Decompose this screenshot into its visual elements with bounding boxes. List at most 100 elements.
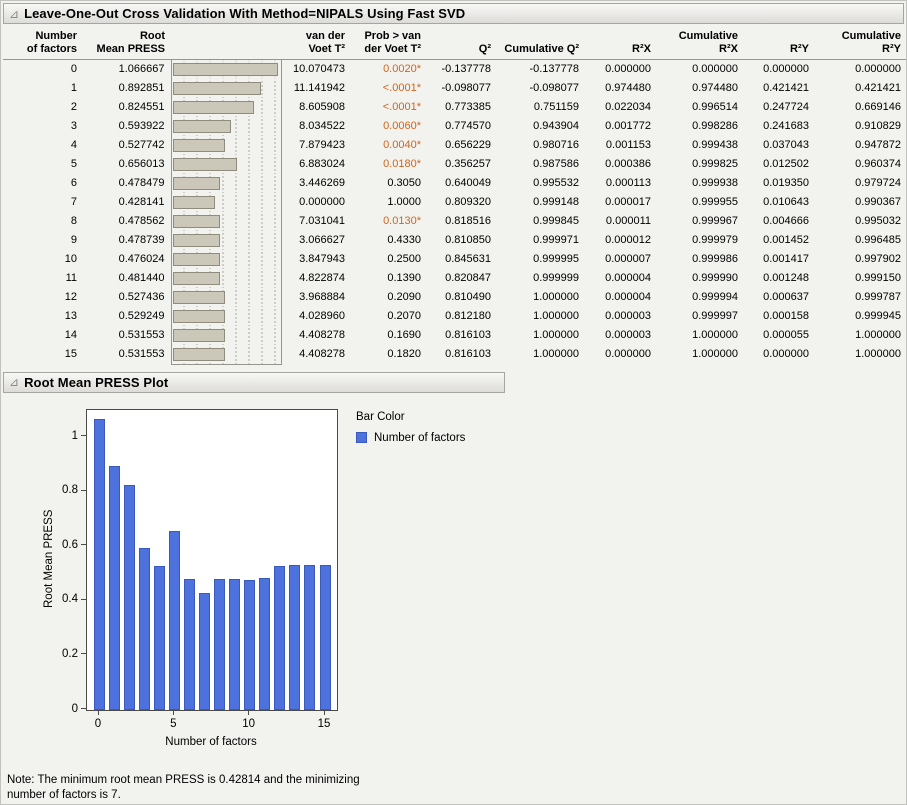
- press-bar[interactable]: [320, 565, 331, 710]
- press-bar[interactable]: [274, 566, 285, 710]
- rmpress-bar-cell: [171, 155, 281, 174]
- r2y-value: 0.000000: [744, 60, 815, 80]
- outline-header-cross-validation[interactable]: ⊿ Leave-One-Out Cross Validation With Me…: [3, 3, 904, 24]
- table-row[interactable]: 140.5315534.4082780.16900.8161031.000000…: [3, 326, 907, 345]
- voet-value: 4.408278: [281, 326, 351, 345]
- table-row[interactable]: 40.5277427.8794230.0040*0.6562290.980716…: [3, 136, 907, 155]
- table-row[interactable]: 30.5939228.0345220.0060*0.7745700.943904…: [3, 117, 907, 136]
- table-row[interactable]: 90.4787393.0666270.43300.8108500.9999710…: [3, 231, 907, 250]
- rmpress-value: 0.478739: [83, 231, 171, 250]
- table-row[interactable]: 50.6560136.8830240.0180*0.3562570.987586…: [3, 155, 907, 174]
- legend-color-swatch[interactable]: [356, 432, 367, 443]
- voet-value: 0.000000: [281, 193, 351, 212]
- r2x-value: 0.000011: [585, 212, 657, 231]
- table-row[interactable]: 80.4785627.0310410.0130*0.8185160.999845…: [3, 212, 907, 231]
- r2y-value: 0.421421: [744, 79, 815, 98]
- press-bar[interactable]: [169, 531, 180, 710]
- press-bar[interactable]: [304, 565, 315, 710]
- rmpress-bar-cell: [171, 269, 281, 288]
- prob-value: 0.1390: [351, 269, 427, 288]
- cumq2-value: 0.987586: [497, 155, 585, 174]
- table-row[interactable]: 120.5274363.9688840.20900.8104901.000000…: [3, 288, 907, 307]
- r2x-value: 0.000004: [585, 288, 657, 307]
- r2y-value: 0.000055: [744, 326, 815, 345]
- x-tick-mark: [173, 710, 174, 715]
- y-tick-mark: [81, 599, 86, 600]
- cumr2y-value: 0.910829: [815, 117, 907, 136]
- factors-value: 11: [3, 269, 83, 288]
- cumq2-value: 1.000000: [497, 345, 585, 364]
- y-tick-label: 0.2: [38, 647, 78, 661]
- cumr2y-value: 0.999787: [815, 288, 907, 307]
- press-bar[interactable]: [244, 580, 255, 710]
- col-header-cumr2x: Cumulative R²X: [657, 26, 744, 60]
- prob-value: 0.1690: [351, 326, 427, 345]
- press-plot-region: Root Mean PRESS Number of factors Bar Co…: [1, 393, 906, 765]
- press-bar[interactable]: [229, 579, 240, 710]
- table-row[interactable]: 70.4281410.0000001.00000.8093200.9991480…: [3, 193, 907, 212]
- rmpress-bar-cell: [171, 174, 281, 193]
- table-row[interactable]: 10.89285111.141942<.0001*-0.098077-0.098…: [3, 79, 907, 98]
- rmpress-bar-cell: [171, 193, 281, 212]
- chart-plot-area: [86, 409, 338, 711]
- r2x-value: 0.022034: [585, 98, 657, 117]
- disclosure-triangle-icon[interactable]: ⊿: [9, 8, 19, 20]
- table-row[interactable]: 130.5292494.0289600.20700.8121801.000000…: [3, 307, 907, 326]
- rmpress-value: 0.656013: [83, 155, 171, 174]
- voet-value: 4.028960: [281, 307, 351, 326]
- cumr2x-value: 0.999986: [657, 250, 744, 269]
- prob-value: 0.0060*: [351, 117, 427, 136]
- prob-value: 0.0180*: [351, 155, 427, 174]
- table-row[interactable]: 100.4760243.8479430.25000.8456310.999995…: [3, 250, 907, 269]
- press-bar[interactable]: [94, 419, 105, 710]
- q2-value: 0.656229: [427, 136, 497, 155]
- cumq2-value: 0.999971: [497, 231, 585, 250]
- table-row[interactable]: 01.06666710.0704730.0020*-0.137778-0.137…: [3, 60, 907, 80]
- r2x-value: 0.000113: [585, 174, 657, 193]
- x-tick-mark: [248, 710, 249, 715]
- rmpress-value: 0.476024: [83, 250, 171, 269]
- press-bar[interactable]: [109, 466, 120, 710]
- legend-entry[interactable]: Number of factors: [356, 432, 465, 444]
- r2y-value: 0.000637: [744, 288, 815, 307]
- q2-value: 0.810850: [427, 231, 497, 250]
- r2x-value: 0.000003: [585, 326, 657, 345]
- cumr2x-value: 0.999825: [657, 155, 744, 174]
- cumr2x-value: 0.974480: [657, 79, 744, 98]
- press-bar[interactable]: [139, 548, 150, 710]
- press-bar[interactable]: [289, 565, 300, 709]
- factors-value: 7: [3, 193, 83, 212]
- press-bar[interactable]: [184, 579, 195, 710]
- table-row[interactable]: 20.8245518.605908<.0001*0.7733850.751159…: [3, 98, 907, 117]
- prob-value: 0.3050: [351, 174, 427, 193]
- press-bar[interactable]: [259, 578, 270, 709]
- r2x-value: 0.000004: [585, 269, 657, 288]
- cumr2x-value: 0.999994: [657, 288, 744, 307]
- table-row[interactable]: 150.5315534.4082780.18200.8161031.000000…: [3, 345, 907, 364]
- cumq2-value: 0.999148: [497, 193, 585, 212]
- r2y-value: 0.001248: [744, 269, 815, 288]
- disclosure-triangle-icon[interactable]: ⊿: [9, 376, 19, 388]
- r2y-value: 0.000158: [744, 307, 815, 326]
- press-bar[interactable]: [214, 579, 225, 710]
- cumr2x-value: 0.999438: [657, 136, 744, 155]
- press-bar[interactable]: [199, 593, 210, 710]
- col-header-cumq2: Cumulative Q²: [497, 26, 585, 60]
- q2-value: 0.773385: [427, 98, 497, 117]
- press-bar[interactable]: [154, 566, 165, 710]
- cumr2y-value: 1.000000: [815, 345, 907, 364]
- rmpress-value: 0.527742: [83, 136, 171, 155]
- cumr2x-value: 0.996514: [657, 98, 744, 117]
- rmpress-value: 0.531553: [83, 326, 171, 345]
- cumr2x-value: 0.999938: [657, 174, 744, 193]
- voet-value: 7.031041: [281, 212, 351, 231]
- factors-value: 12: [3, 288, 83, 307]
- rmpress-bar-glyph: [173, 253, 220, 266]
- table-row[interactable]: 60.4784793.4462690.30500.6400490.9955320…: [3, 174, 907, 193]
- rmpress-value: 0.478562: [83, 212, 171, 231]
- outline-header-press-plot[interactable]: ⊿ Root Mean PRESS Plot: [3, 372, 505, 393]
- table-row[interactable]: 110.4814404.8228740.13900.8208470.999999…: [3, 269, 907, 288]
- r2y-value: 0.010643: [744, 193, 815, 212]
- r2x-value: 0.000003: [585, 307, 657, 326]
- press-bar[interactable]: [124, 485, 135, 710]
